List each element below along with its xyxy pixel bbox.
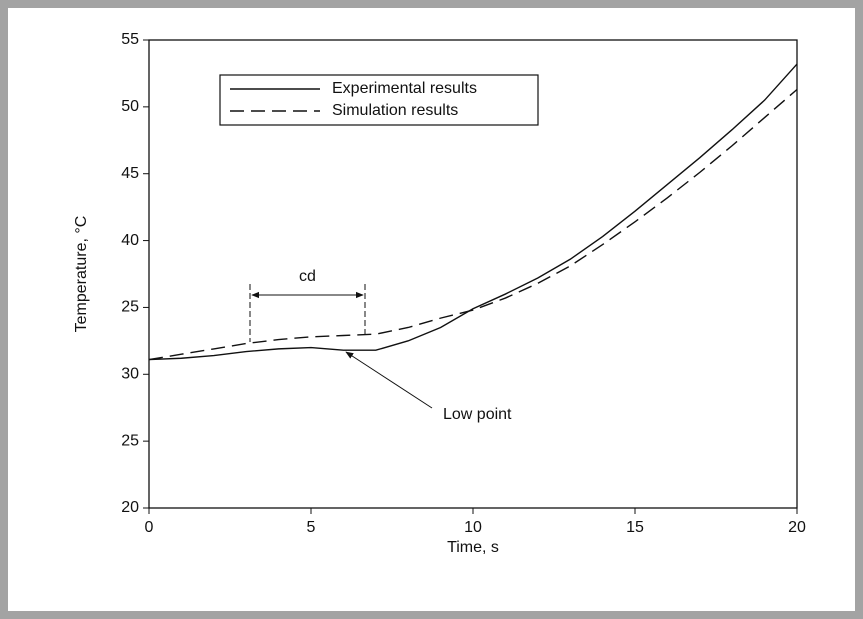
annotation: Low point: [443, 406, 512, 423]
y-tick-label: 55: [121, 31, 139, 48]
series-line: [148, 63, 798, 361]
y-tick-label: 40: [121, 232, 139, 249]
y-tick-label: 50: [121, 98, 139, 115]
annotation-arrow: [345, 351, 433, 409]
y-tick-label: 20: [121, 499, 139, 516]
legend-box: [219, 74, 539, 126]
x-tick-label: 10: [464, 519, 482, 536]
x-axis-label: Time, s: [447, 539, 499, 556]
annotation: cd: [299, 268, 316, 285]
y-tick-label: 45: [121, 165, 139, 182]
y-tick-label: 30: [121, 366, 139, 383]
x-tick-label: 0: [145, 519, 154, 536]
x-tick-label: 20: [788, 519, 806, 536]
y-tick-label: 25: [121, 432, 139, 449]
series-line: [148, 88, 798, 361]
legend-label: Experimental results: [332, 80, 477, 97]
y-axis-label: Temperature, °C: [73, 216, 90, 333]
x-tick-label: 5: [307, 519, 316, 536]
x-tick-label: 15: [626, 519, 644, 536]
y-tick-label: 25: [121, 299, 139, 316]
legend-label: Simulation results: [332, 102, 458, 119]
